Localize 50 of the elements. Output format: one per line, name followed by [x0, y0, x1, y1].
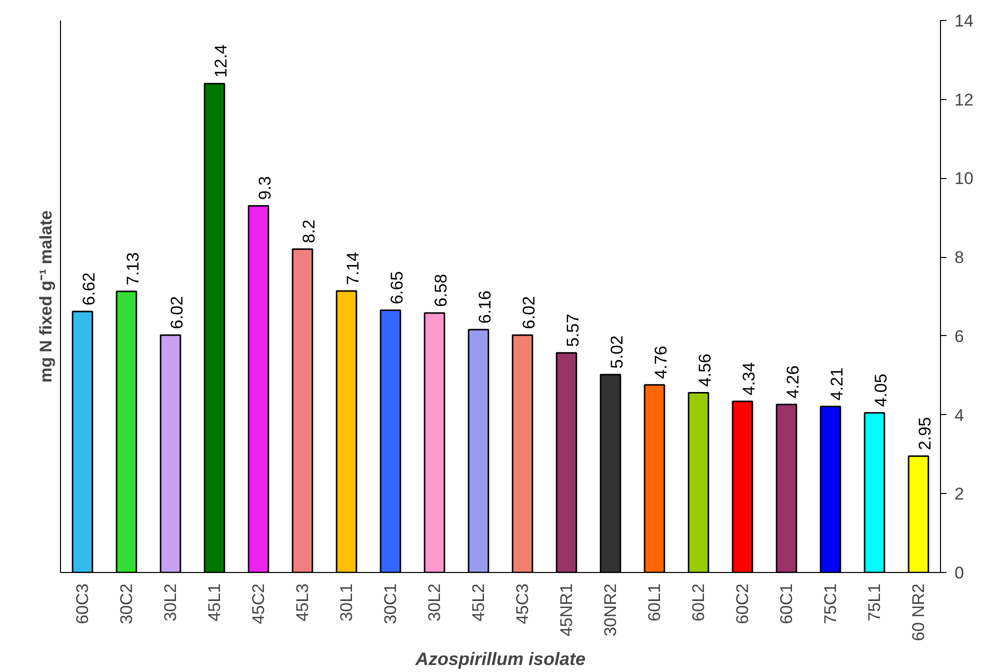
x-tick-label: 45C3: [513, 584, 532, 624]
data-label: 4.76: [652, 346, 670, 379]
data-label: 8.2: [300, 220, 318, 244]
x-tick-label: 45C2: [249, 584, 268, 624]
x-tick-label: 45L1: [205, 583, 224, 622]
x-tick-label: 30NR2: [601, 583, 620, 636]
data-label: 6.65: [388, 271, 406, 304]
x-tick-label: 30C1: [381, 584, 400, 624]
x-tick-label: 60C3: [73, 584, 92, 624]
data-label: 7.13: [124, 252, 142, 286]
x-tick-label: 60C1: [777, 584, 796, 624]
x-tick-label: 75L1: [865, 583, 884, 622]
x-tick-label: 60 NR2: [909, 584, 928, 642]
data-label: 12.4: [212, 44, 230, 78]
y-tick-label: 10: [954, 169, 974, 188]
data-label: 4.34: [740, 362, 758, 396]
x-tick-label: 60C2: [733, 584, 752, 624]
x-tick-label: 60L2: [689, 583, 708, 622]
y-tick-label: 12: [954, 90, 974, 110]
y-tick-label: 2: [954, 484, 964, 504]
data-label: 4.21: [828, 367, 846, 401]
y-tick-label: 14: [954, 12, 974, 30]
data-label: 6.58: [432, 274, 450, 308]
y-tick-label: 8: [954, 248, 964, 268]
data-label: 4.56: [696, 354, 714, 387]
data-label: 7.14: [344, 252, 362, 285]
data-label: 9.3: [256, 176, 274, 200]
data-label: 6.62: [80, 272, 98, 306]
y-tick-label: 0: [954, 564, 964, 582]
data-label: 4.05: [872, 374, 890, 407]
x-tick-label: 30L2: [425, 583, 444, 622]
x-tick-label: 30L2: [161, 583, 180, 622]
x-tick-label: 45NR1: [557, 583, 576, 636]
x-tick-label: 30L1: [337, 583, 356, 622]
y-axis-title: mg N fixed g⁻¹ malate: [36, 210, 56, 383]
data-label: 5.02: [608, 335, 626, 369]
data-label: 4.26: [784, 365, 802, 399]
x-tick-label: 75C1: [821, 584, 840, 624]
data-label: 2.95: [916, 417, 934, 450]
x-tick-label: 45L3: [293, 583, 312, 622]
y-tick-label: 4: [954, 406, 964, 425]
x-tick-label: 60L1: [645, 583, 664, 622]
data-label: 5.57: [564, 314, 582, 347]
y-tick-label: 6: [954, 326, 964, 346]
data-label: 6.02: [520, 296, 538, 330]
data-label: 6.02: [168, 296, 186, 330]
x-tick-label: 30C2: [117, 584, 136, 624]
x-axis-title: Azospirillum isolate: [414, 649, 586, 670]
data-label: 6.16: [476, 290, 494, 324]
x-tick-label: 45L2: [469, 583, 488, 622]
